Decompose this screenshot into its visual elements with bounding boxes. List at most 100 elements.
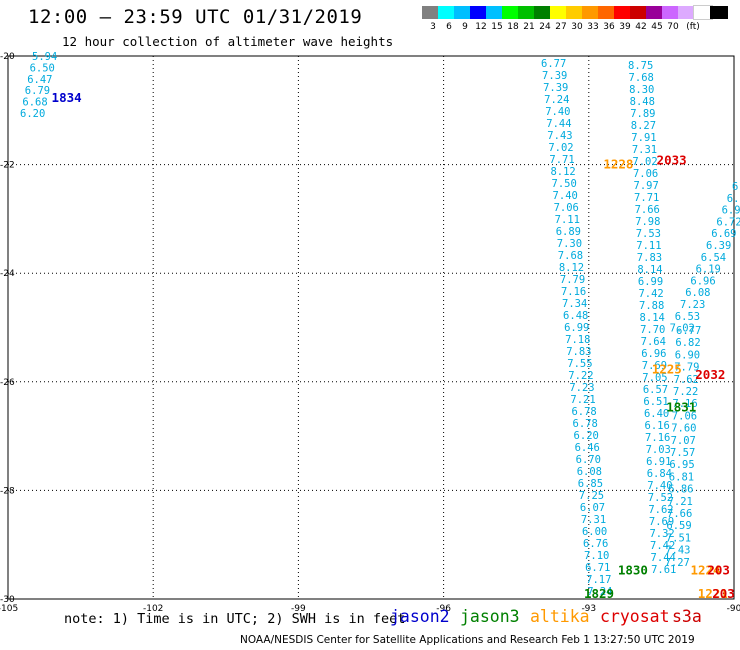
- map-frame: [7, 55, 735, 600]
- track-value: 6.81: [669, 471, 694, 483]
- pass-time-label: 1830: [618, 563, 648, 578]
- track-value: 7.30: [557, 238, 582, 250]
- track-value: 6.08: [685, 287, 710, 299]
- track-value: 7.39: [542, 70, 567, 82]
- track-value: 6.96: [690, 275, 715, 287]
- x-tick-label: -99: [291, 604, 306, 614]
- track-value: 6.99: [564, 322, 589, 334]
- legend-swatch: [614, 6, 632, 19]
- track-value: 7.03: [646, 444, 671, 456]
- track-value: 6.71: [585, 562, 610, 574]
- track-value: 7.62: [648, 504, 673, 516]
- track-value: 6.82: [675, 337, 700, 349]
- track-value: 7.64: [641, 336, 666, 348]
- y-tick-label: -20: [0, 52, 15, 62]
- legend-label: 6: [446, 22, 452, 32]
- legend-label: 70: [667, 22, 679, 32]
- pass-time-label: 1224: [690, 563, 720, 578]
- pass-time-label: 1834: [52, 90, 82, 105]
- track-value: 6.84: [647, 468, 672, 480]
- track-value: 7.11: [636, 240, 661, 252]
- pass-time-label: 203: [707, 563, 730, 578]
- x-tick-label: -93: [581, 604, 596, 614]
- track-value: 6.72: [716, 216, 740, 228]
- track-value: 8.14: [640, 312, 665, 324]
- track-value: 7.10: [584, 550, 609, 562]
- legend-swatch: [470, 6, 488, 19]
- track-value: 6.20: [20, 108, 45, 120]
- track-value: 7.02: [632, 156, 657, 168]
- track-value: 7.21: [668, 496, 693, 508]
- track-value: 6.79: [25, 85, 50, 97]
- track-value: 7.24: [544, 94, 569, 106]
- track-value: 7.43: [665, 545, 690, 557]
- track-value: 6.85: [578, 478, 603, 490]
- track-value: 6.69: [711, 228, 736, 240]
- pass-time-label: 1831: [666, 400, 696, 415]
- x-tick-label: -102: [143, 604, 163, 614]
- track-value: 6.40: [644, 408, 669, 420]
- track-value: 6.16: [645, 420, 670, 432]
- track-value: 7.89: [630, 108, 655, 120]
- track-value: 6.48: [563, 310, 588, 322]
- x-tick-label: -90: [727, 604, 740, 614]
- track-value: 8.12: [559, 262, 584, 274]
- track-value: 7.39: [543, 82, 568, 94]
- track-value: 6.5: [727, 193, 740, 205]
- satellite-label-s3a: s3a: [672, 607, 702, 626]
- track-value: 7.69: [649, 516, 674, 528]
- track-value: 7.71: [549, 154, 574, 166]
- track-value: 7.17: [586, 574, 611, 586]
- track-value: 7.21: [570, 394, 595, 406]
- track-value: 7.79: [560, 274, 585, 286]
- track-value: 7.42: [650, 540, 675, 552]
- legend-label: 12: [475, 22, 487, 32]
- x-tick-label: -96: [436, 604, 451, 614]
- track-value: 6.57: [643, 384, 668, 396]
- track-value: 7.16: [561, 286, 586, 298]
- track-value: 7.42: [638, 288, 663, 300]
- track-value: 8.30: [629, 84, 654, 96]
- track-value: 7.44: [651, 552, 676, 564]
- track-value: 6.77: [541, 58, 566, 70]
- track-value: 6.89: [556, 226, 581, 238]
- track-value: 7.32: [649, 528, 674, 540]
- track-value: 7.22: [568, 370, 593, 382]
- track-value: 7.68: [558, 250, 583, 262]
- satellite-label-cryosat: cryosat: [600, 607, 670, 626]
- legend-label: 3: [430, 22, 436, 32]
- footer-note: note: 1) Time is in UTC; 2) SWH is in fe…: [64, 611, 406, 627]
- track-value: 7.66: [667, 508, 692, 520]
- track-value: 7.66: [635, 204, 660, 216]
- track-value: 6.91: [646, 456, 671, 468]
- track-value: 7.06: [633, 168, 658, 180]
- legend-label: 18: [507, 22, 519, 32]
- track-value: 6.90: [675, 349, 700, 361]
- legend-label: 24: [539, 22, 551, 32]
- track-value: 7.25: [579, 490, 604, 502]
- legend-label: 30: [571, 22, 583, 32]
- track-value: 7.23: [680, 299, 705, 311]
- track-value: 6.76: [583, 538, 608, 550]
- track-value: 7.06: [554, 202, 579, 214]
- track-value: 7.31: [581, 514, 606, 526]
- track-value: 6.53: [675, 311, 700, 323]
- pass-time-label: 1228: [603, 156, 633, 171]
- x-tick-label: -105: [0, 604, 18, 614]
- y-tick-label: -24: [0, 269, 15, 279]
- track-value: 6.47: [27, 74, 52, 86]
- track-value: 6.54: [701, 252, 726, 264]
- track-value: 7.40: [553, 190, 578, 202]
- legend-label: 45: [651, 22, 663, 32]
- track-value: 8.27: [631, 120, 656, 132]
- track-value: 7.50: [552, 178, 577, 190]
- track-value: 6.78: [571, 406, 596, 418]
- legend-label: 9: [462, 22, 468, 32]
- y-tick-label: -28: [0, 486, 15, 496]
- track-value: 7.31: [632, 144, 657, 156]
- track-value: 6.07: [580, 502, 605, 514]
- track-value: 7.16: [645, 432, 670, 444]
- satellite-label-altika: altika: [530, 607, 590, 626]
- legend-swatch: [693, 5, 713, 20]
- satellite-label-jason3: jason3: [460, 607, 520, 626]
